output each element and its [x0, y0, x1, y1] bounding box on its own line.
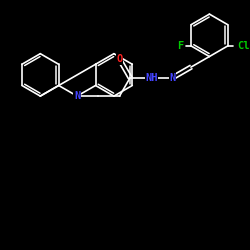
Text: NH: NH: [145, 73, 158, 83]
Text: Cl: Cl: [238, 41, 250, 51]
Text: N: N: [170, 73, 176, 83]
Text: O: O: [116, 54, 123, 64]
Text: N: N: [74, 91, 80, 101]
Text: F: F: [177, 41, 183, 51]
